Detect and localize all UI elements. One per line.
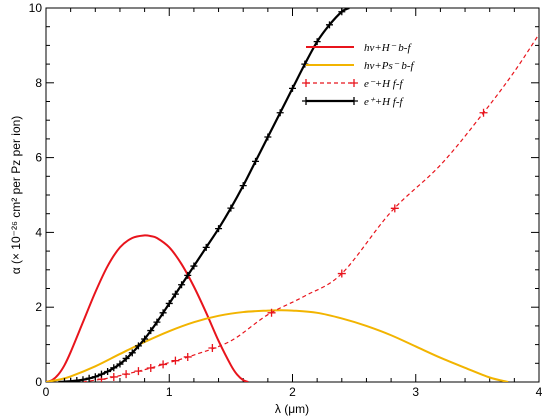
series-line-hnu-ps-minus-bf <box>46 309 509 382</box>
data-point-e-plus-h-ff <box>104 368 112 376</box>
x-tick-label: 0 <box>43 385 50 399</box>
data-point-e-plus-h-ff <box>97 370 105 378</box>
ticks: 0 1 2 3 4 0 2 4 6 8 10 <box>29 1 543 399</box>
data-point-e-plus-h-ff <box>202 243 210 251</box>
y-tick-label: 10 <box>29 1 43 15</box>
x-tick-label: 2 <box>289 385 296 399</box>
y-tick-label: 0 <box>35 375 42 389</box>
data-point-e-plus-h-ff <box>289 84 296 92</box>
data-point-e-plus-h-ff <box>67 377 75 382</box>
data-point-e-minus-h-ff <box>134 367 143 376</box>
data-point-e-plus-h-ff <box>190 262 198 270</box>
data-point-e-plus-h-ff <box>85 374 93 382</box>
data-point-e-plus-h-ff <box>264 133 272 141</box>
data-point-e-plus-h-ff <box>128 349 136 357</box>
y-tick-label: 8 <box>35 76 42 90</box>
data-point-e-minus-h-ff <box>479 108 488 117</box>
series-layer <box>46 8 539 382</box>
data-point-e-minus-h-ff <box>146 363 155 372</box>
data-point-e-minus-h-ff <box>337 269 346 278</box>
data-point-e-plus-h-ff <box>239 182 247 190</box>
data-point-e-plus-h-ff <box>227 204 235 212</box>
data-point-e-plus-h-ff <box>313 38 321 46</box>
legend-marker-e-plus-h-ff <box>302 97 310 105</box>
data-point-e-plus-h-ff <box>116 360 124 368</box>
data-point-e-minus-h-ff <box>122 370 131 379</box>
legend-marker-e-minus-h-ff <box>302 79 310 87</box>
data-point-e-minus-h-ff <box>267 308 276 317</box>
data-point-e-minus-h-ff <box>159 360 168 369</box>
data-point-e-plus-h-ff <box>184 271 192 279</box>
data-point-e-plus-h-ff <box>153 318 161 326</box>
data-point-e-plus-h-ff <box>122 354 130 362</box>
data-point-e-plus-h-ff <box>338 8 346 16</box>
legend-label-e-plus-h-ff: e⁺+H f-f <box>364 96 405 108</box>
data-point-e-plus-h-ff <box>60 378 68 382</box>
x-tick-label: 3 <box>412 385 419 399</box>
data-point-e-plus-h-ff <box>215 225 223 233</box>
data-point-e-plus-h-ff <box>134 342 142 350</box>
legend-marker-e-minus-h-ff <box>350 79 358 87</box>
legend-label-hnu-h-minus-bf: hν+H⁻ b-f <box>364 42 412 54</box>
data-point-e-plus-h-ff <box>325 21 333 29</box>
x-axis-label: λ (μm) <box>275 402 309 416</box>
x-tick-label: 1 <box>166 385 173 399</box>
data-point-e-plus-h-ff <box>141 335 149 343</box>
data-point-e-plus-h-ff <box>110 364 118 372</box>
series-line-hnu-h-minus-bf <box>46 234 249 382</box>
plot-frame <box>45 7 540 383</box>
data-point-e-plus-h-ff <box>252 157 260 165</box>
data-point-e-plus-h-ff <box>171 290 179 298</box>
legend-label-hnu-ps-minus-bf: hν+Ps⁻ b-f <box>364 60 416 72</box>
data-point-e-plus-h-ff <box>165 299 173 307</box>
x-tick-label: 4 <box>536 385 543 399</box>
data-point-e-plus-h-ff <box>178 281 186 289</box>
legend-marker-e-plus-h-ff <box>350 97 358 105</box>
data-point-e-plus-h-ff <box>91 373 99 381</box>
y-axis-label: α (× 10⁻²⁶ cm² per Pz per ion) <box>9 116 23 275</box>
y-tick-label: 4 <box>35 225 42 239</box>
data-point-e-plus-h-ff <box>147 327 155 335</box>
data-point-e-minus-h-ff <box>183 352 192 361</box>
data-point-e-plus-h-ff <box>159 309 167 317</box>
data-point-e-minus-h-ff <box>171 356 180 365</box>
data-point-e-minus-h-ff <box>109 372 118 381</box>
data-point-e-plus-h-ff <box>79 376 87 382</box>
data-point-e-minus-h-ff <box>208 343 217 352</box>
data-point-e-plus-h-ff <box>73 377 81 382</box>
legend: hν+H⁻ b-f hν+Ps⁻ b-f e⁻+H f-f e⁺+H f-f <box>302 42 416 108</box>
y-tick-label: 6 <box>35 151 42 165</box>
data-point-e-plus-h-ff <box>276 109 284 117</box>
legend-label-e-minus-h-ff: e⁻+H f-f <box>364 78 405 90</box>
series-line-e-minus-h-ff <box>82 33 539 382</box>
data-point-e-minus-h-ff <box>390 204 399 213</box>
y-tick-label: 2 <box>35 300 42 314</box>
